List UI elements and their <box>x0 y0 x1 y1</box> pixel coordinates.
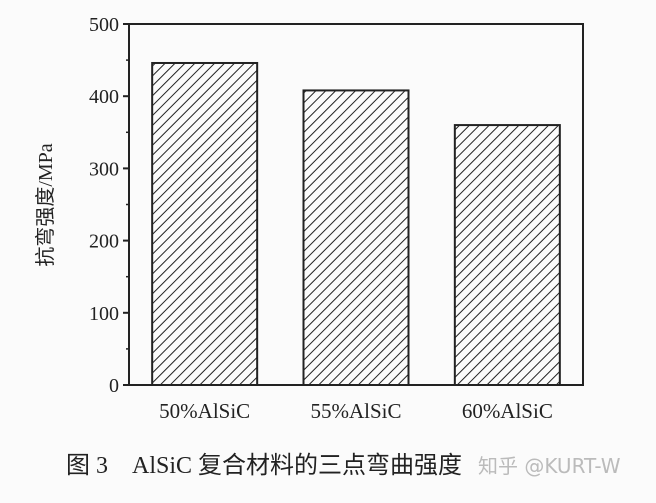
x-category-label: 60%AlSiC <box>462 399 553 423</box>
y-tick-label: 500 <box>89 14 119 36</box>
watermark: 知乎 @KURT-W <box>478 454 621 478</box>
x-category-label: 50%AlSiC <box>159 399 250 423</box>
y-tick-label: 0 <box>109 375 119 397</box>
bar-50%AlSiC <box>151 61 259 386</box>
bar-55%AlSiC <box>302 89 410 386</box>
x-category-label: 55%AlSiC <box>310 399 401 423</box>
y-tick-label: 300 <box>89 158 119 180</box>
bar-60%AlSiC <box>453 124 561 387</box>
y-tick-label: 400 <box>89 86 119 108</box>
y-tick-label: 200 <box>89 231 119 253</box>
y-tick-label: 100 <box>89 303 119 325</box>
figure-caption: 图 3 AlSiC 复合材料的三点弯曲强度 <box>66 452 462 479</box>
y-axis-label: 抗弯强度/MPa <box>34 143 57 266</box>
